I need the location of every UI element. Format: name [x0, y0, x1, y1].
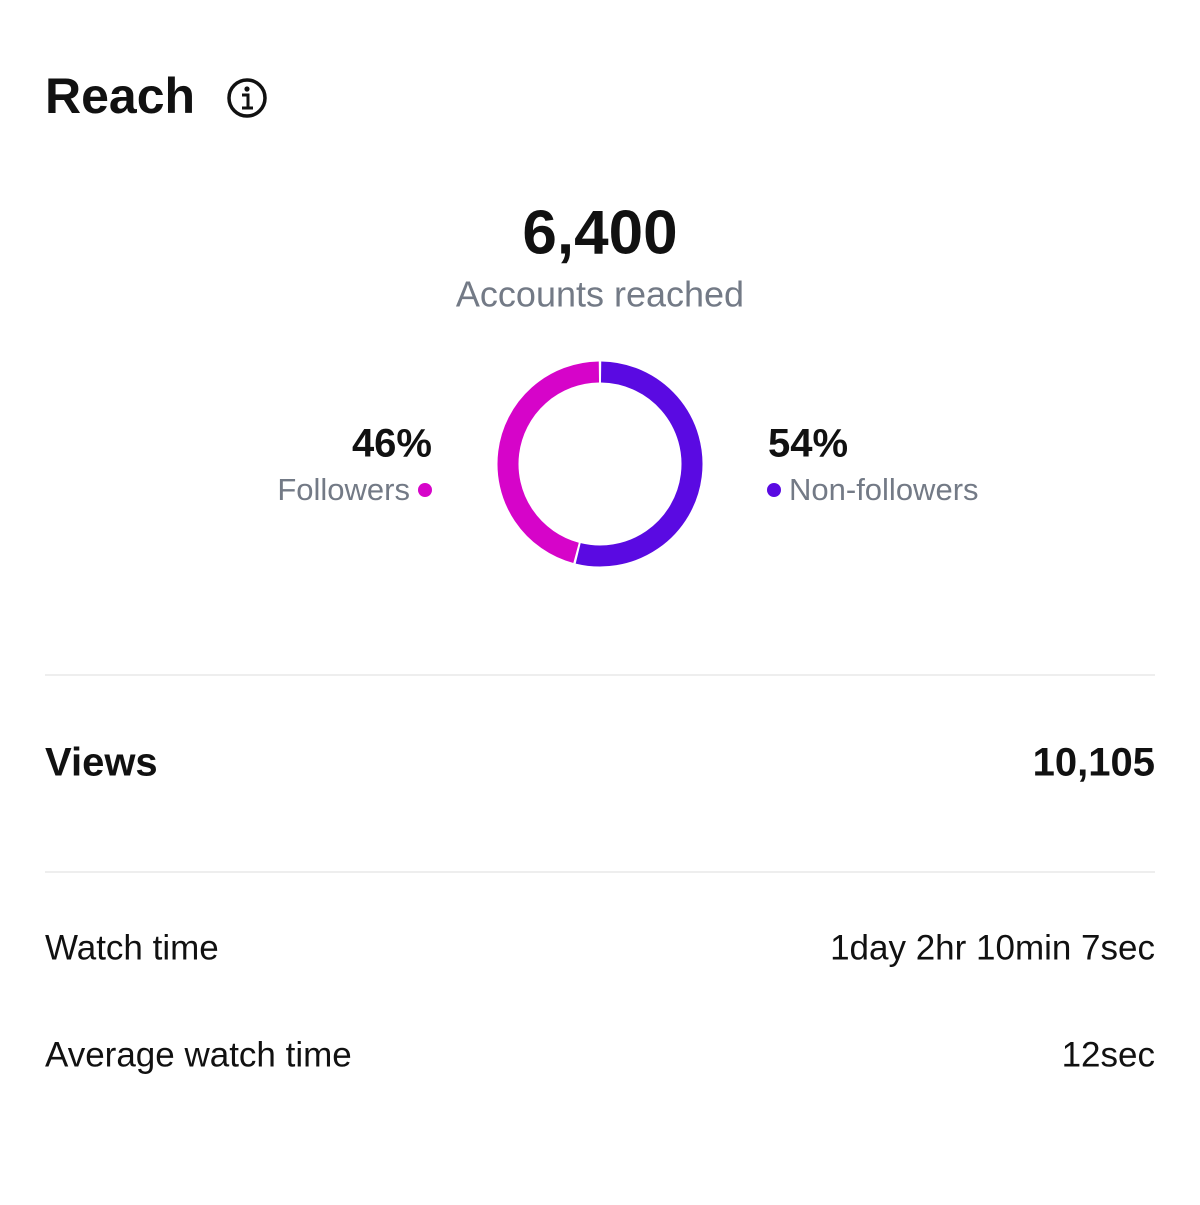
legend-dot: [767, 483, 781, 497]
metric-label: Watch time: [45, 928, 219, 967]
nonfollowers-percent: 54%: [768, 422, 848, 466]
metric-value: 1day 2hr 10min 7sec: [830, 928, 1155, 967]
info-icon[interactable]: [227, 78, 267, 118]
info-circle[interactable]: [227, 78, 267, 118]
total-value: 6,400: [522, 198, 677, 267]
info-stem[interactable]: [242, 93, 253, 110]
views-value: 10,105: [1033, 741, 1155, 785]
donut-segment: [575, 361, 703, 567]
legend-dot: [418, 483, 432, 497]
total-label: Accounts reached: [456, 274, 744, 315]
donut-segment: [497, 361, 600, 563]
nonfollowers-label: Non-followers: [789, 472, 979, 507]
metric-value: 12sec: [1062, 1035, 1155, 1074]
section-title: Reach: [45, 68, 195, 124]
donut: [497, 361, 703, 567]
views-label: Views: [45, 741, 158, 785]
followers-label: Followers: [277, 472, 410, 507]
followers-percent: 46%: [352, 422, 432, 466]
info-dot[interactable]: [244, 86, 250, 92]
metric-label: Average watch time: [45, 1035, 352, 1074]
